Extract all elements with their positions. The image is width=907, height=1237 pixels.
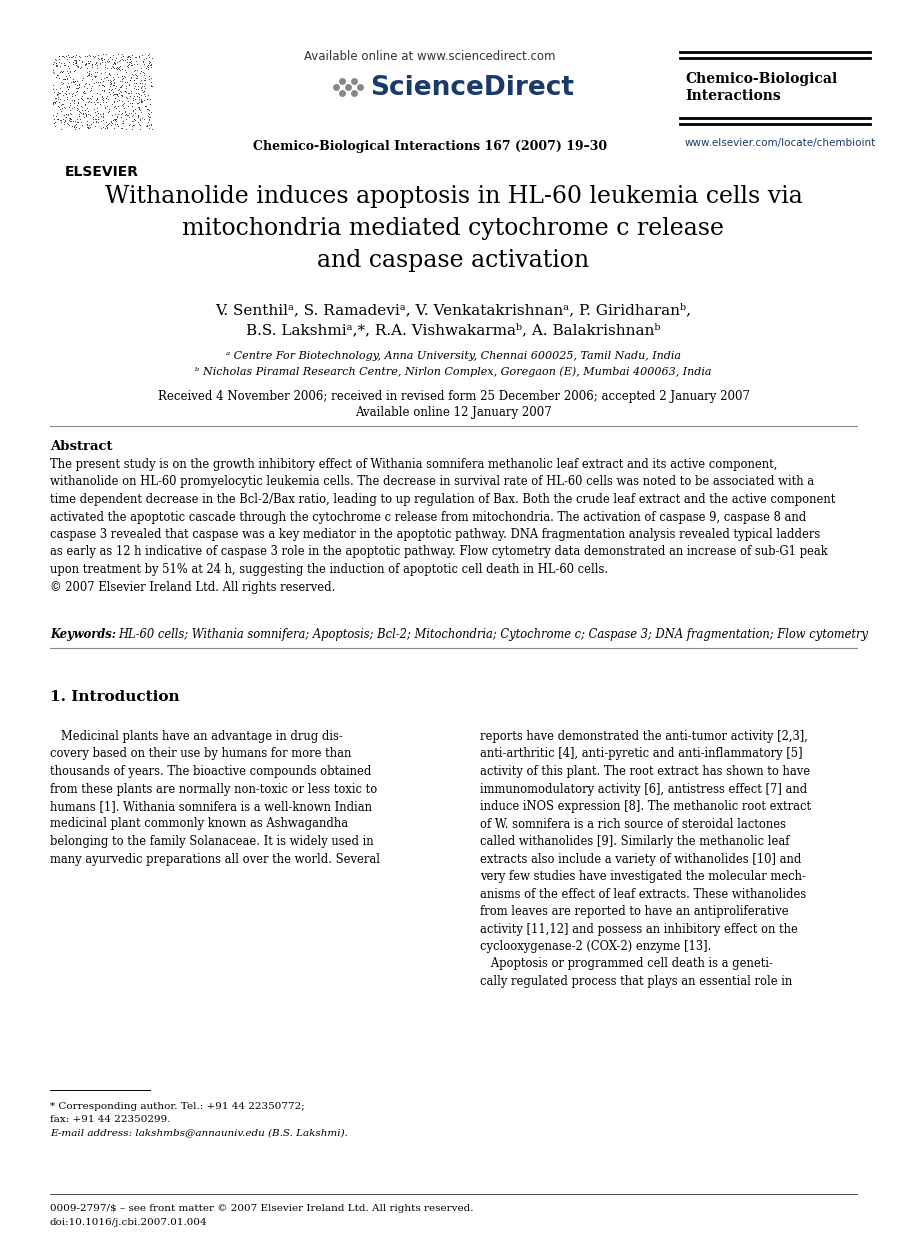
- Text: HL-60 cells; Withania somnifera; Apoptosis; Bcl-2; Mitochondria; Cytochrome c; C: HL-60 cells; Withania somnifera; Apoptos…: [118, 628, 868, 641]
- Text: ᵇ Nicholas Piramal Research Centre, Nirlon Complex, Goregaon (E), Mumbai 400063,: ᵇ Nicholas Piramal Research Centre, Nirl…: [195, 366, 712, 376]
- Text: Abstract: Abstract: [50, 440, 112, 453]
- Text: B.S. Lakshmiᵃ,*, R.A. Vishwakarmaᵇ, A. Balakrishnanᵇ: B.S. Lakshmiᵃ,*, R.A. Vishwakarmaᵇ, A. B…: [246, 323, 661, 336]
- Text: ScienceDirect: ScienceDirect: [370, 75, 574, 101]
- Text: Received 4 November 2006; received in revised form 25 December 2006; accepted 2 : Received 4 November 2006; received in re…: [158, 390, 749, 403]
- Text: Chemico-Biological
Interactions: Chemico-Biological Interactions: [685, 72, 837, 104]
- Text: 1. Introduction: 1. Introduction: [50, 690, 180, 704]
- Text: ELSEVIER: ELSEVIER: [65, 165, 139, 179]
- Text: The present study is on the growth inhibitory effect of Withania somnifera metha: The present study is on the growth inhib…: [50, 458, 835, 594]
- Text: fax: +91 44 22350299.: fax: +91 44 22350299.: [50, 1115, 171, 1124]
- Text: E-mail address: lakshmbs@annauniv.edu (B.S. Lakshmi).: E-mail address: lakshmbs@annauniv.edu (B…: [50, 1128, 348, 1137]
- Text: Keywords:: Keywords:: [50, 628, 120, 641]
- Text: Medicinal plants have an advantage in drug dis-
covery based on their use by hum: Medicinal plants have an advantage in dr…: [50, 730, 380, 866]
- Text: ᵃ Centre For Biotechnology, Anna University, Chennai 600025, Tamil Nadu, India: ᵃ Centre For Biotechnology, Anna Univers…: [226, 351, 681, 361]
- Text: Available online at www.sciencedirect.com: Available online at www.sciencedirect.co…: [304, 49, 556, 63]
- Text: Withanolide induces apoptosis in HL-60 leukemia cells via
mitochondria mediated : Withanolide induces apoptosis in HL-60 l…: [104, 186, 803, 272]
- Text: V. Senthilᵃ, S. Ramadeviᵃ, V. Venkatakrishnanᵃ, P. Giridharanᵇ,: V. Senthilᵃ, S. Ramadeviᵃ, V. Venkatakri…: [216, 303, 691, 317]
- Text: doi:10.1016/j.cbi.2007.01.004: doi:10.1016/j.cbi.2007.01.004: [50, 1218, 208, 1227]
- Text: www.elsevier.com/locate/chembioint: www.elsevier.com/locate/chembioint: [685, 139, 876, 148]
- Text: * Corresponding author. Tel.: +91 44 22350772;: * Corresponding author. Tel.: +91 44 223…: [50, 1102, 305, 1111]
- Text: 0009-2797/$ – see front matter © 2007 Elsevier Ireland Ltd. All rights reserved.: 0009-2797/$ – see front matter © 2007 El…: [50, 1204, 473, 1213]
- Text: reports have demonstrated the anti-tumor activity [2,3],
anti-arthritic [4], ant: reports have demonstrated the anti-tumor…: [480, 730, 811, 988]
- Text: Chemico-Biological Interactions 167 (2007) 19–30: Chemico-Biological Interactions 167 (200…: [253, 140, 607, 153]
- Text: Available online 12 January 2007: Available online 12 January 2007: [356, 406, 551, 419]
